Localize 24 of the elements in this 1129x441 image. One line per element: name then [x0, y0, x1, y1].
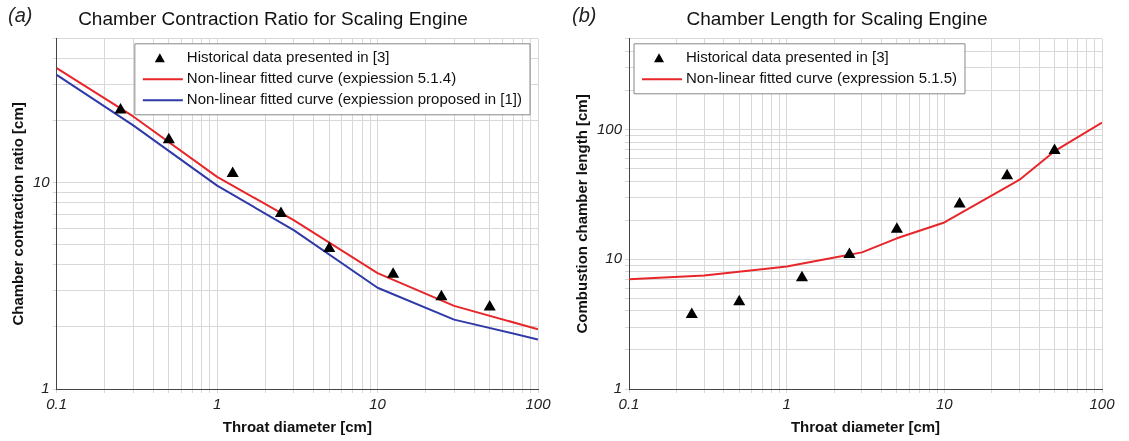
y-tick-label: 100 [597, 119, 623, 137]
legend-label: Historical data presented in [3] [186, 48, 390, 66]
x-tick-label: 100 [1089, 395, 1116, 413]
y-tick-label: 10 [605, 249, 623, 267]
x-axis-title: Throat diameter [cm] [790, 418, 941, 436]
y-axis-title: Chamber contraction ratio [cm] [9, 102, 27, 326]
legend-label: Historical data presented in [3] [686, 48, 889, 66]
x-tick-label: 0.1 [618, 395, 640, 413]
x-tick-label: 1 [782, 395, 791, 413]
chart-title: Chamber Contraction Ratio for Scaling Engine [78, 7, 468, 29]
x-tick-label: 1 [212, 395, 222, 413]
text: (b) [572, 4, 597, 27]
x-axis-title: Throat diameter [cm] [222, 418, 372, 436]
y-tick-label: 1 [613, 379, 623, 397]
x-tick-label: 10 [369, 395, 387, 413]
x-tick-label: 0.1 [46, 395, 68, 413]
chart-title: Chamber Length for Scaling Engine [686, 7, 988, 29]
x-tick-label: 100 [525, 395, 552, 413]
text: (a) [8, 4, 33, 27]
x-tick-label: 10 [936, 395, 954, 413]
legend-label: Non-linear fitted curve (expiession proposed in [1]) [186, 90, 522, 108]
legend-label: Non-linear fitted curve (expiession 5.1.4) [186, 69, 457, 87]
y-axis-title: Combustion chamber length [cm] [573, 94, 591, 334]
legend-label: Non-linear fitted curve (expression 5.1.5) [686, 69, 957, 87]
